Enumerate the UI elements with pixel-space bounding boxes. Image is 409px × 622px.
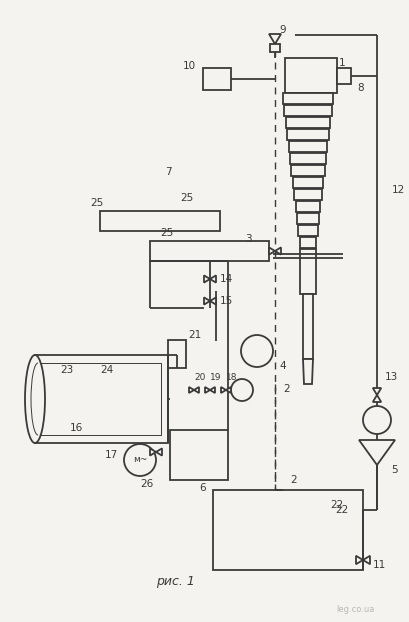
Text: 11: 11 [372, 560, 385, 570]
Bar [296, 213, 318, 224]
Polygon shape [355, 556, 362, 564]
Bar [298, 225, 317, 236]
Text: 14: 14 [220, 274, 233, 284]
Bar [285, 117, 329, 128]
Circle shape [362, 406, 390, 434]
Polygon shape [358, 440, 394, 465]
Ellipse shape [25, 355, 45, 443]
Polygon shape [274, 248, 280, 254]
Text: 4: 4 [278, 361, 285, 371]
Circle shape [124, 444, 155, 476]
Polygon shape [362, 556, 369, 564]
Polygon shape [155, 448, 162, 455]
Text: 17: 17 [104, 450, 118, 460]
Bar [150, 241, 268, 261]
Bar [170, 430, 227, 480]
Text: 2: 2 [282, 384, 289, 394]
Text: 10: 10 [182, 61, 196, 71]
Bar [282, 93, 332, 104]
Text: 25: 25 [180, 193, 193, 203]
Bar [38, 363, 161, 435]
Polygon shape [209, 276, 216, 282]
Bar [35, 355, 168, 443]
Polygon shape [209, 297, 216, 305]
Text: 2: 2 [289, 475, 296, 485]
Polygon shape [268, 34, 280, 44]
Bar [288, 141, 327, 152]
Text: 5: 5 [390, 465, 397, 475]
Polygon shape [372, 395, 380, 402]
Polygon shape [150, 448, 155, 455]
Text: leg.co.ua: leg.co.ua [335, 605, 373, 615]
Text: 6: 6 [198, 483, 205, 493]
Text: 7: 7 [164, 167, 171, 177]
Polygon shape [204, 276, 209, 282]
Polygon shape [225, 387, 230, 393]
Bar [295, 201, 319, 212]
Polygon shape [189, 387, 193, 393]
Polygon shape [193, 387, 198, 393]
Bar [168, 340, 186, 368]
Text: 24: 24 [100, 365, 113, 375]
Polygon shape [372, 388, 380, 395]
Bar [302, 294, 312, 359]
Text: 22: 22 [329, 500, 342, 510]
Polygon shape [302, 359, 312, 384]
Text: 26: 26 [139, 479, 153, 489]
Polygon shape [209, 387, 214, 393]
Bar [299, 249, 315, 294]
Bar [284, 58, 336, 93]
Text: 3: 3 [245, 234, 251, 244]
Bar [299, 237, 315, 248]
Text: 20: 20 [193, 373, 205, 383]
Bar [292, 177, 322, 188]
Text: 15: 15 [220, 296, 233, 306]
Bar [291, 165, 324, 176]
Circle shape [240, 335, 272, 367]
Text: м~: м~ [133, 455, 147, 465]
Bar [213, 490, 362, 570]
Text: 12: 12 [391, 185, 404, 195]
Text: 8: 8 [356, 83, 363, 93]
Bar [100, 211, 220, 231]
Text: 1: 1 [338, 58, 345, 68]
Text: 25: 25 [90, 198, 103, 208]
Polygon shape [204, 387, 209, 393]
Bar [270, 44, 279, 52]
Bar [284, 105, 331, 116]
Text: 23: 23 [60, 365, 73, 375]
Text: 22: 22 [334, 505, 347, 515]
Bar [202, 68, 230, 90]
Bar [286, 129, 328, 140]
Text: 25: 25 [160, 228, 173, 238]
Text: 9: 9 [278, 25, 285, 35]
Polygon shape [220, 387, 225, 393]
Text: рис. 1: рис. 1 [155, 575, 194, 588]
Text: 18: 18 [225, 373, 237, 383]
Text: 16: 16 [70, 423, 83, 433]
Text: 21: 21 [188, 330, 201, 340]
Bar [289, 153, 325, 164]
Text: 19: 19 [209, 373, 221, 383]
Polygon shape [268, 248, 274, 254]
Circle shape [230, 379, 252, 401]
Bar [294, 189, 321, 200]
Text: 13: 13 [384, 372, 397, 382]
Bar [336, 68, 350, 84]
Polygon shape [204, 297, 209, 305]
